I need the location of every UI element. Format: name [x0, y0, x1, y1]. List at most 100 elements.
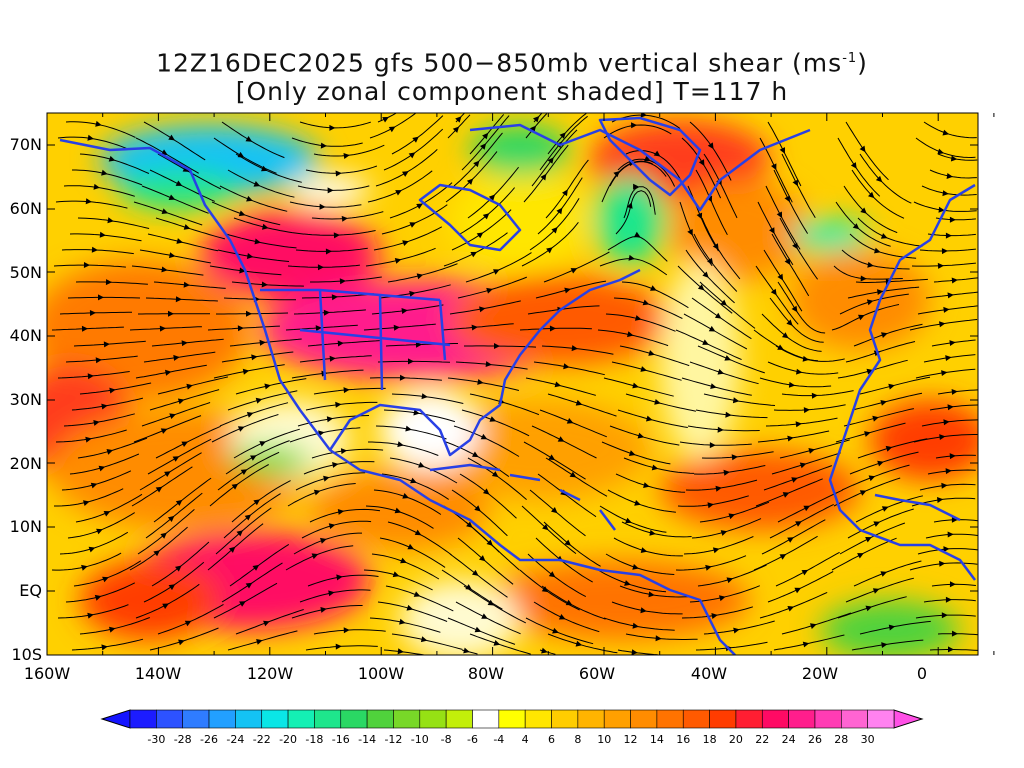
streamline-arrow [339, 278, 346, 285]
colorbar-label: -28 [174, 733, 192, 746]
streamline-arrow [942, 129, 950, 136]
colorbar-cell [867, 709, 895, 729]
streamline-arrow [541, 586, 549, 593]
streamline-arrow [240, 469, 248, 475]
lon-label-120w: 120W [247, 664, 294, 683]
colorbar-label: 18 [703, 733, 717, 746]
streamline-arrow [246, 310, 252, 317]
streamline-arrow [245, 582, 253, 589]
colorbar-over-arrow [893, 709, 924, 729]
lon-label-160w: 160W [24, 664, 71, 683]
streamline-arrow [315, 325, 322, 332]
streamline-arrow [320, 607, 327, 613]
lon-label-40w: 40W [691, 664, 727, 683]
streamline-arrow [402, 493, 409, 499]
streamline-arrow [181, 340, 188, 347]
streamline-arrow [98, 294, 104, 301]
streamline-arrow [87, 134, 94, 141]
streamline-arrow [784, 195, 790, 203]
streamline-arrow [155, 486, 163, 493]
colorbar-cell [287, 709, 315, 729]
colorbar-cell [340, 709, 368, 729]
streamline-arrow [708, 325, 716, 332]
streamline-arrow [867, 261, 874, 268]
streamline-arrow [803, 407, 810, 414]
streamline-arrow [777, 273, 784, 281]
streamline-arrow [246, 253, 254, 259]
streamline-arrow [951, 516, 958, 523]
streamline-arrow [569, 471, 577, 478]
streamline-arrow [632, 564, 639, 570]
streamline-arrow [873, 521, 881, 527]
colorbar-cell [630, 709, 658, 729]
streamline-arrow [261, 281, 268, 288]
streamline-arrow [787, 435, 794, 442]
streamline-arrow [559, 132, 566, 139]
streamline-arrow [720, 299, 727, 306]
streamline-arrow [160, 428, 168, 434]
colorbar-label: -10 [411, 733, 429, 746]
streamline-arrow [868, 475, 876, 482]
colorbar-label: 10 [597, 733, 611, 746]
streamline-arrow [85, 198, 92, 205]
streamline-arrow [575, 640, 583, 647]
streamline-arrow [710, 383, 717, 389]
caribbean-islands [429, 463, 616, 531]
streamline-arrow [486, 287, 493, 294]
colorbar-cell [735, 709, 763, 729]
streamline-arrow [939, 434, 946, 440]
streamline-arrow [103, 341, 110, 348]
title-line-2: [Only zonal component shaded] T=117 h [235, 77, 789, 107]
streamline-arrow [85, 436, 92, 443]
streamline-arrow [649, 529, 656, 536]
streamline-arrow [228, 546, 236, 553]
streamline-arrow [261, 165, 268, 172]
streamline-arrow [769, 227, 775, 234]
streamline-arrow [564, 539, 572, 546]
streamline-arrow [313, 489, 321, 496]
streamline-arrow [655, 635, 662, 642]
streamline-arrow [653, 150, 661, 157]
lat-label-70n: 70N [10, 135, 42, 154]
streamline-arrow [175, 499, 183, 506]
streamline-arrow [256, 639, 263, 645]
streamline-arrow [557, 436, 565, 442]
colorbar-cell [603, 709, 631, 729]
lat-label-10n: 10N [10, 517, 42, 536]
streamline-arrow [87, 373, 94, 380]
streamline-arrow [697, 284, 705, 291]
streamline-arrow [168, 134, 175, 141]
streamline-arrow [397, 441, 404, 448]
streamline-arrow [181, 441, 189, 447]
streamline-arrow [786, 319, 793, 326]
streamline-arrow [803, 505, 811, 512]
streamline-arrow [872, 588, 880, 594]
streamline-arrow [726, 577, 734, 584]
streamline-arrow [164, 471, 171, 477]
colorbar-label: -18 [305, 733, 323, 746]
streamline-arrow [102, 576, 109, 583]
streamline-arrow [264, 383, 271, 390]
streamline-arrow [392, 571, 400, 578]
streamline-arrow [252, 564, 260, 571]
colorbar-cell [814, 709, 842, 729]
streamline-arrow [642, 299, 650, 306]
streamline-arrow [945, 468, 952, 475]
streamline-arrow [888, 624, 896, 631]
streamline-arrow [175, 180, 183, 186]
streamline-arrow [407, 543, 415, 550]
colorbar-label: 22 [755, 733, 769, 746]
streamline-arrow [941, 248, 948, 255]
streamline-arrow [937, 262, 944, 269]
streamline-arrow [413, 409, 420, 416]
colorbar-label: 4 [522, 733, 529, 746]
streamline-arrow [262, 223, 269, 230]
streamline-arrow [400, 557, 407, 564]
streamline-arrow [540, 173, 547, 181]
colorbar-cell [445, 709, 473, 729]
streamline-arrow [631, 122, 638, 129]
streamline-arrow [724, 355, 732, 361]
streamline-arrow [548, 571, 556, 578]
streamline-arrow [106, 449, 114, 455]
streamline-arrow [551, 507, 558, 514]
